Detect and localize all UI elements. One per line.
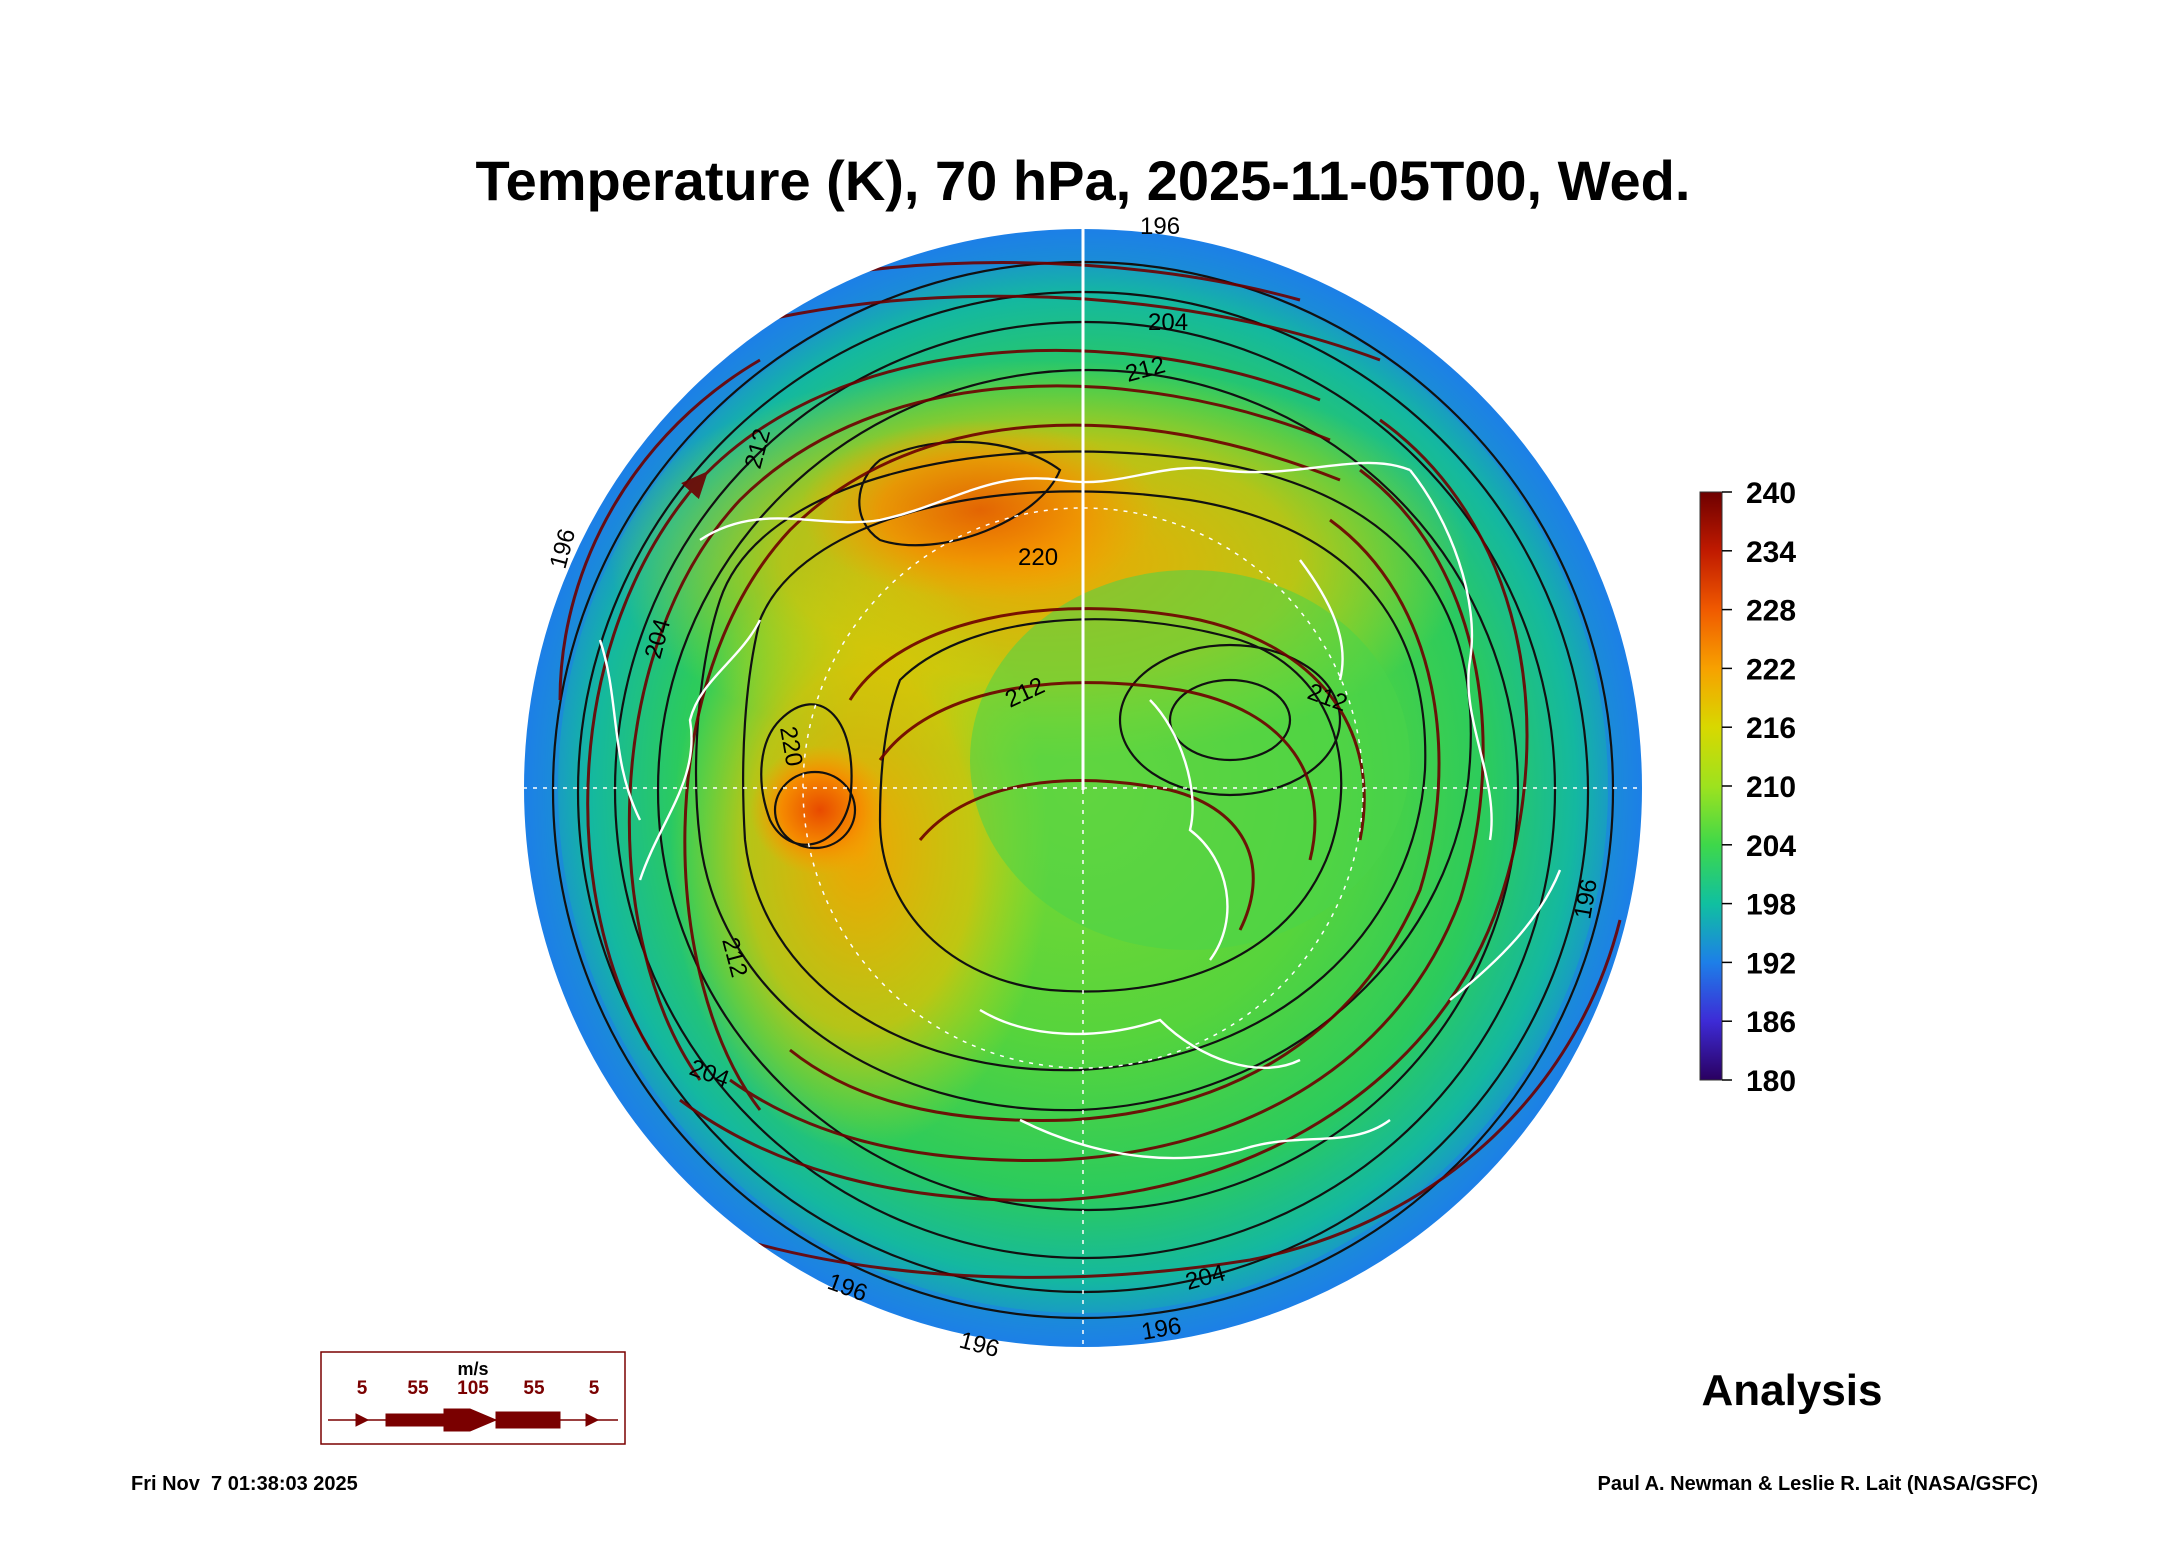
- colorbar-tick-label: 180: [1746, 1065, 1796, 1098]
- wind-legend-arrow: [328, 1408, 618, 1432]
- wind-legend-label: 5: [357, 1378, 368, 1399]
- colorbar-tick-label: 210: [1746, 771, 1796, 804]
- polar-globe: [523, 228, 1643, 1348]
- timestamp: Fri Nov 7 01:38:03 2025: [131, 1473, 358, 1495]
- analysis-label: Analysis: [1702, 1366, 1883, 1415]
- colorbar-tick-label: 240: [1746, 477, 1796, 510]
- wind-legend-label: 5: [589, 1378, 600, 1399]
- colorbar-tick-label: 228: [1746, 595, 1796, 628]
- colorbar: 240 234 228 222 216 210 204 198 192 186 180: [1699, 477, 1796, 1098]
- warm-region-north: [800, 420, 1160, 600]
- colorbar-labels: 240 234 228 222 216 210 204 198 192 186 180: [1722, 477, 1796, 1098]
- colorbar-gradient: [1699, 491, 1723, 1081]
- wind-legend-label: 55: [407, 1378, 429, 1399]
- colorbar-tick-label: 186: [1746, 1006, 1796, 1039]
- colorbar-tick-label: 204: [1746, 830, 1796, 863]
- contour-label: 196: [1140, 213, 1180, 240]
- wind-speed-legend: m/s 5 55 105 55 5: [320, 1351, 626, 1445]
- contour-labels: 196 204 212 212 220 220 212 212 204 196 …: [545, 213, 1603, 1363]
- colorbar-tick-label: 192: [1746, 947, 1796, 980]
- hot-spot: [750, 745, 890, 875]
- wind-legend-label: 105: [457, 1378, 489, 1399]
- colorbar-tick-label: 216: [1746, 712, 1796, 745]
- coastlines: [598, 461, 1562, 1160]
- contour-label: 204: [1148, 309, 1188, 336]
- colorbar-tick-label: 234: [1746, 536, 1796, 569]
- vortex-core: [970, 570, 1410, 950]
- contour-label: 220: [1018, 544, 1058, 571]
- wind-legend-unit: m/s: [457, 1359, 488, 1379]
- colorbar-tick-label: 198: [1746, 889, 1796, 922]
- map-title: Temperature (K), 70 hPa, 2025-11-05T00, …: [476, 149, 1691, 212]
- wind-streamlines: [558, 261, 1622, 1279]
- globe-outline: [522, 227, 1644, 1349]
- colorbar-tick-label: 222: [1746, 653, 1796, 686]
- credits: Paul A. Newman & Leslie R. Lait (NASA/GS…: [1598, 1473, 2038, 1495]
- wind-legend-label: 55: [523, 1378, 545, 1399]
